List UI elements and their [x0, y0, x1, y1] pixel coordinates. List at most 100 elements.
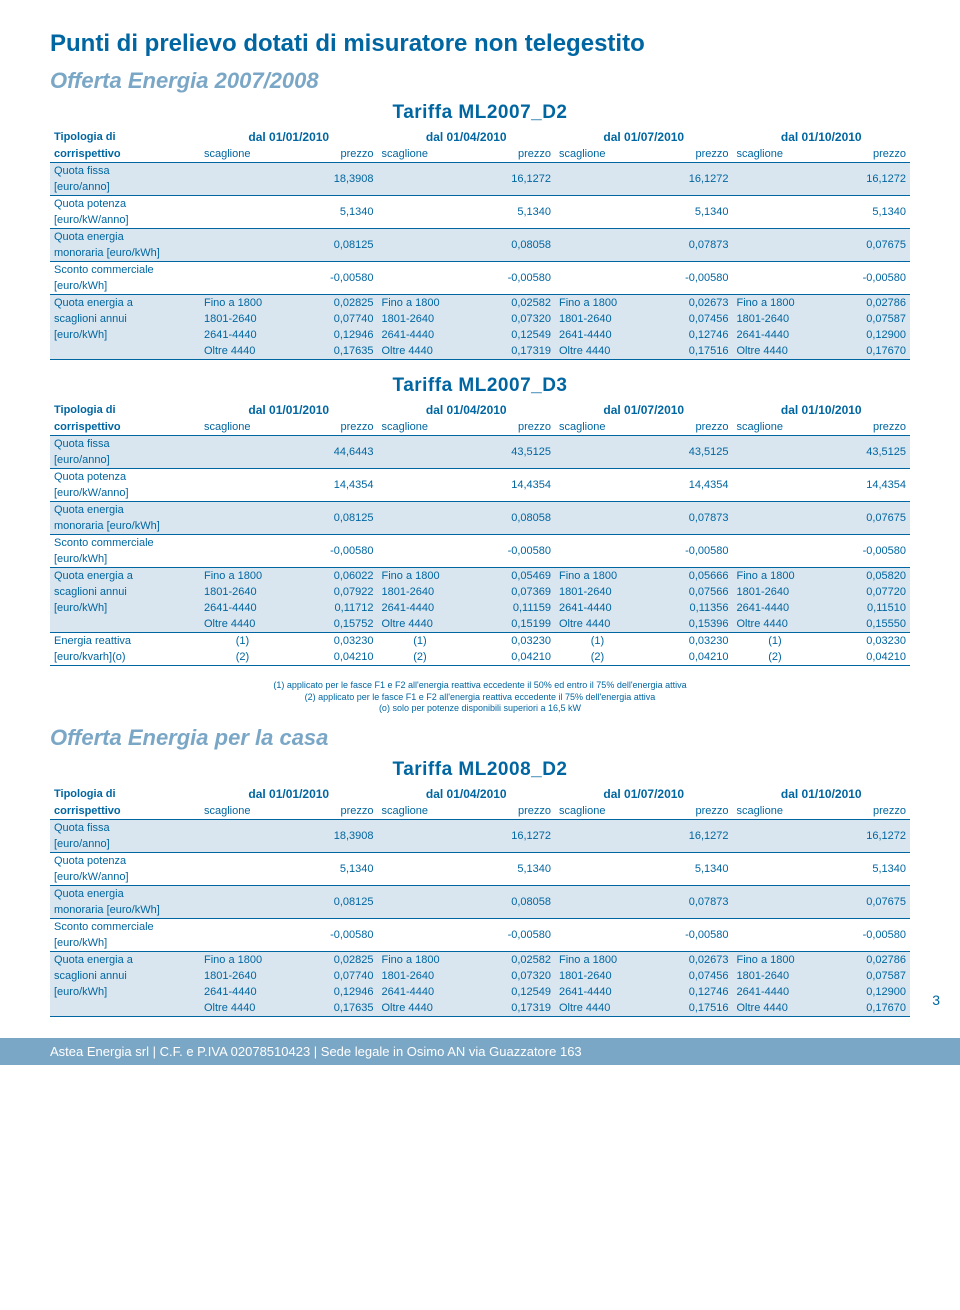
hdr-sub: prezzo [640, 803, 733, 820]
cell: 0,11510 [818, 600, 911, 616]
cell: 16,1272 [818, 163, 911, 196]
row-label: Quota fissa [50, 820, 200, 837]
cell: 0,07456 [640, 311, 733, 327]
row-label: [euro/kW/anno] [50, 212, 200, 229]
row-label: [euro/kWh] [50, 551, 200, 568]
cell: 16,1272 [818, 820, 911, 853]
cell: 0,12900 [818, 327, 911, 343]
row-label: [euro/kWh] [50, 600, 200, 616]
cell: 0,07720 [818, 584, 911, 600]
cell: Fino a 1800 [555, 567, 640, 584]
cell: 2641-4440 [733, 600, 818, 616]
hdr-sub: prezzo [285, 419, 378, 436]
cell: Fino a 1800 [555, 295, 640, 312]
cell: 0,07456 [640, 968, 733, 984]
cell: 1801-2640 [555, 311, 640, 327]
cell: 16,1272 [463, 163, 556, 196]
cell: 14,4354 [463, 468, 556, 501]
hdr-date: dal 01/04/2010 [378, 401, 556, 419]
cell: 0,15199 [463, 616, 556, 633]
cell: 0,08125 [285, 886, 378, 919]
cell: Fino a 1800 [733, 295, 818, 312]
cell: 0,04210 [640, 649, 733, 666]
cell: 1801-2640 [733, 968, 818, 984]
cell: 0,12549 [463, 984, 556, 1000]
cell: 0,17319 [463, 1000, 556, 1017]
hdr-sub: scaglione [555, 419, 640, 436]
cell: 0,07740 [285, 311, 378, 327]
cell: Oltre 4440 [733, 343, 818, 360]
cell: 43,5125 [463, 435, 556, 468]
cell: Oltre 4440 [733, 616, 818, 633]
row-label: monoraria [euro/kWh] [50, 518, 200, 535]
cell: 43,5125 [640, 435, 733, 468]
hdr-sub: prezzo [818, 146, 911, 163]
cell: 0,12946 [285, 984, 378, 1000]
cell: 0,07873 [640, 501, 733, 534]
cell: 5,1340 [818, 853, 911, 886]
cell: 2641-4440 [378, 600, 463, 616]
cell: 2641-4440 [200, 600, 285, 616]
hdr-sub: scaglione [555, 146, 640, 163]
cell: -0,00580 [285, 919, 378, 952]
cell: 0,08058 [463, 501, 556, 534]
cell: -0,00580 [285, 262, 378, 295]
cell: Oltre 4440 [200, 616, 285, 633]
cell: 0,11712 [285, 600, 378, 616]
cell: 2641-4440 [733, 984, 818, 1000]
cell: 0,15752 [285, 616, 378, 633]
tariff-d2b-name: Tariffa ML2008_D2 [50, 759, 910, 781]
cell: 0,15396 [640, 616, 733, 633]
hdr-date-2: dal 01/07/2010 [555, 128, 733, 146]
cell: 2641-4440 [555, 600, 640, 616]
cell: 2641-4440 [555, 327, 640, 343]
row-label: monoraria [euro/kWh] [50, 245, 200, 262]
row-label: scaglioni annui [50, 968, 200, 984]
cell: Oltre 4440 [378, 1000, 463, 1017]
hdr-sub: scaglione [378, 803, 463, 820]
cell: (1) [555, 632, 640, 649]
cell: 0,11356 [640, 600, 733, 616]
cell: 0,17635 [285, 343, 378, 360]
cell: 5,1340 [463, 853, 556, 886]
hdr-corrispettivo: corrispettivo [50, 803, 200, 820]
cell: -0,00580 [640, 919, 733, 952]
cell: 0,07740 [285, 968, 378, 984]
footnote-3: (o) solo per potenze disponibili superio… [50, 703, 910, 715]
cell: 0,02825 [285, 295, 378, 312]
hdr-sub: scaglione [378, 419, 463, 436]
row-label: [euro/kW/anno] [50, 485, 200, 502]
cell: Fino a 1800 [378, 295, 463, 312]
row-label: scaglioni annui [50, 311, 200, 327]
row-label: [euro/anno] [50, 452, 200, 469]
cell: 0,05666 [640, 567, 733, 584]
cell: 43,5125 [818, 435, 911, 468]
footnote-1: (1) applicato per le fasce F1 e F2 all'e… [50, 680, 910, 692]
cell: Oltre 4440 [555, 343, 640, 360]
cell: Fino a 1800 [200, 952, 285, 969]
cell: 2641-4440 [378, 984, 463, 1000]
row-label: [euro/kW/anno] [50, 869, 200, 886]
cell: 0,12746 [640, 984, 733, 1000]
cell: Fino a 1800 [200, 295, 285, 312]
cell: (2) [200, 649, 285, 666]
cell: 0,17670 [818, 343, 911, 360]
row-label: Quota potenza [50, 196, 200, 213]
cell: Fino a 1800 [378, 567, 463, 584]
row-label: [euro/kvarh](o) [50, 649, 200, 666]
row-label: Quota energia [50, 886, 200, 903]
cell: 0,04210 [463, 649, 556, 666]
cell: 2641-4440 [378, 327, 463, 343]
cell: 0,02825 [285, 952, 378, 969]
cell: 0,02786 [818, 952, 911, 969]
tariff-d3-table: Tipologia di dal 01/01/2010 dal 01/04/20… [50, 401, 910, 667]
hdr-sub: prezzo [463, 419, 556, 436]
cell: 16,1272 [640, 820, 733, 853]
page-number: 3 [932, 992, 940, 1008]
cell: 0,04210 [818, 649, 911, 666]
row-label: monoraria [euro/kWh] [50, 902, 200, 919]
cell: 1801-2640 [378, 968, 463, 984]
row-label: Quota energia a [50, 952, 200, 969]
cell: 0,02673 [640, 952, 733, 969]
cell: 18,3908 [285, 163, 378, 196]
